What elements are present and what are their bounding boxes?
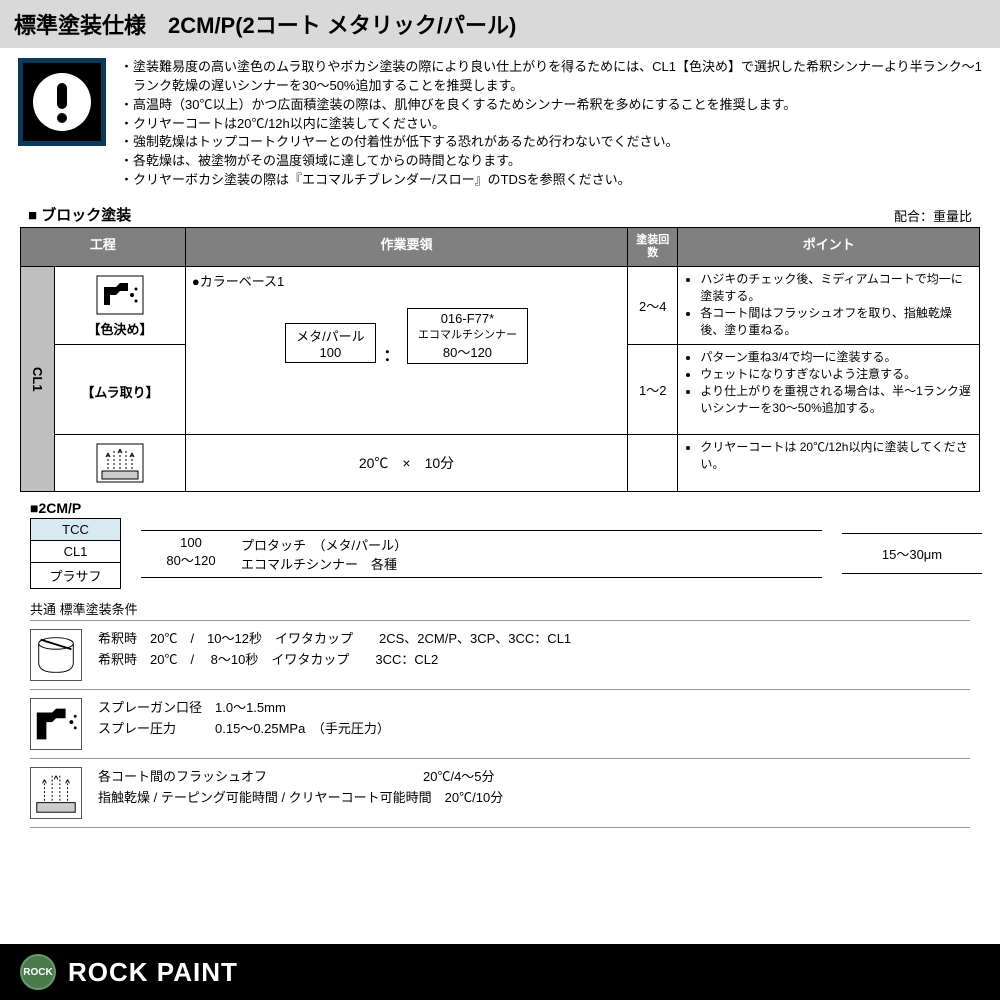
spray-gun-icon <box>30 698 82 750</box>
cond-line: 希釈時 20℃ / 10～12秒 イワタカップ 2CS、2CM/P、3CP、3C… <box>98 629 571 650</box>
section-title-block: ■ ブロック塗装 <box>28 204 131 225</box>
layer-val-100: 100 <box>141 535 241 550</box>
condition-spray: スプレーガン口径 1.0～1.5mm スプレー圧力 0.15～0.25MPa （… <box>30 690 970 759</box>
brand-logo-icon: ROCK <box>20 954 56 990</box>
layer-plasaf: プラサフ <box>31 563 121 589</box>
point-2: パターン重ね3/4で均一に塗装する。 ウェットになりすぎないよう注意する。 より… <box>678 345 980 435</box>
layers-title: ■2CM/P <box>30 500 982 516</box>
count-1: 2～4 <box>628 267 678 345</box>
brand-name: ROCK PAINT <box>68 957 238 988</box>
mix-colon: ： <box>383 348 399 365</box>
footer: ROCK ROCK PAINT <box>0 944 1000 1000</box>
th-point: ポイント <box>678 227 980 266</box>
conditions-title: 共通 標準塗装条件 <box>30 599 982 618</box>
notes-list: ・塗装難易度の高い塗色のムラ取りやボカシ塗装の際により良い仕上がりを得るためには… <box>120 58 982 190</box>
cl1-side-label: CL1 <box>21 267 55 492</box>
layer-tcc: TCC <box>31 519 121 541</box>
layers-table: TCC CL1 プラサフ <box>30 518 121 589</box>
dry-condition: 20℃ × 10分 <box>185 435 627 492</box>
layer-prod-1: プロタッチ （メタ/パール） <box>241 535 822 554</box>
step-color-decide: 【色決め】 <box>55 267 186 345</box>
note-item: ・強制乾燥はトップコートクリヤーとの付着性が低下する恐れがあるため行わないでくだ… <box>120 133 982 152</box>
note-item: ・各乾燥は、被塗物がその温度領域に達してからの時間となります。 <box>120 152 982 171</box>
th-process: 工程 <box>21 227 186 266</box>
note-item: ・クリヤーコートは20℃/12h以内に塗装してください。 <box>120 115 982 134</box>
count-2: 1～2 <box>628 345 678 435</box>
warning-icon <box>18 58 106 146</box>
point-1: ハジキのチェック後、ミディアムコートで均一に塗装する。 各コート間はフラッシュオ… <box>678 267 980 345</box>
notes-section: ・塗装難易度の高い塗色のムラ取りやボカシ塗装の際により良い仕上がりを得るためには… <box>18 58 982 190</box>
step-dry-icon <box>55 435 186 492</box>
page-title: 標準塗装仕様 2CM/P(2コート メタリック/パール) <box>0 0 1000 48</box>
cond-line: 希釈時 20℃ / 8～10秒 イワタカップ 3CC：CL2 <box>98 650 571 671</box>
step-mura: 【ムラ取り】 <box>55 345 186 435</box>
condition-viscosity: 希釈時 20℃ / 10～12秒 イワタカップ 2CS、2CM/P、3CP、3C… <box>30 620 970 690</box>
th-count: 塗装回数 <box>628 227 678 266</box>
note-item: ・高温時（30℃以上）かつ広面積塗装の際は、肌伸びを良くするためシンナー希釈を多… <box>120 96 982 115</box>
cond-line: 各コート間のフラッシュオフ 20℃/4～5分 <box>98 767 503 788</box>
flash-off-icon <box>30 767 82 819</box>
work-head: ●カラーベース1 <box>192 271 621 290</box>
mix-box-base: メタ/パール 100 <box>285 323 376 363</box>
flash-off-icon <box>96 443 144 483</box>
ratio-note: 配合：重量比 <box>894 206 972 225</box>
layer-cl1: CL1 <box>31 541 121 563</box>
cond-line: 指触乾燥 / テーピング可能時間 / クリヤーコート可能時間 20℃/10分 <box>98 788 503 809</box>
layers-section: TCC CL1 プラサフ 100 80～120 プロタッチ （メタ/パール） エ… <box>18 518 982 589</box>
layer-prod-2: エコマルチシンナー 各種 <box>241 554 822 573</box>
process-table: 工程 作業要領 塗装回数 ポイント CL1 【色決め】 ●カラーベース1 メタ/… <box>20 227 980 492</box>
point-3: クリヤーコートは 20℃/12h以内に塗装してください。 <box>678 435 980 492</box>
mix-box-thinner: 016-F77* エコマルチシンナー 80～120 <box>407 308 528 364</box>
layer-thickness: 15～30μm <box>842 533 982 574</box>
condition-flashoff: 各コート間のフラッシュオフ 20℃/4～5分 指触乾燥 / テーピング可能時間 … <box>30 759 970 828</box>
spray-gun-icon <box>96 275 144 315</box>
th-work: 作業要領 <box>185 227 627 266</box>
note-item: ・塗装難易度の高い塗色のムラ取りやボカシ塗装の際により良い仕上がりを得るためには… <box>120 58 982 96</box>
note-item: ・クリヤーボカシ塗装の際は『エコマルチブレンダー/スロー』のTDSを参照ください… <box>120 171 982 190</box>
layer-val-80: 80～120 <box>141 550 241 569</box>
cond-line: スプレー圧力 0.15～0.25MPa （手元圧力） <box>98 719 390 740</box>
cond-line: スプレーガン口径 1.0～1.5mm <box>98 698 390 719</box>
cup-icon <box>30 629 82 681</box>
